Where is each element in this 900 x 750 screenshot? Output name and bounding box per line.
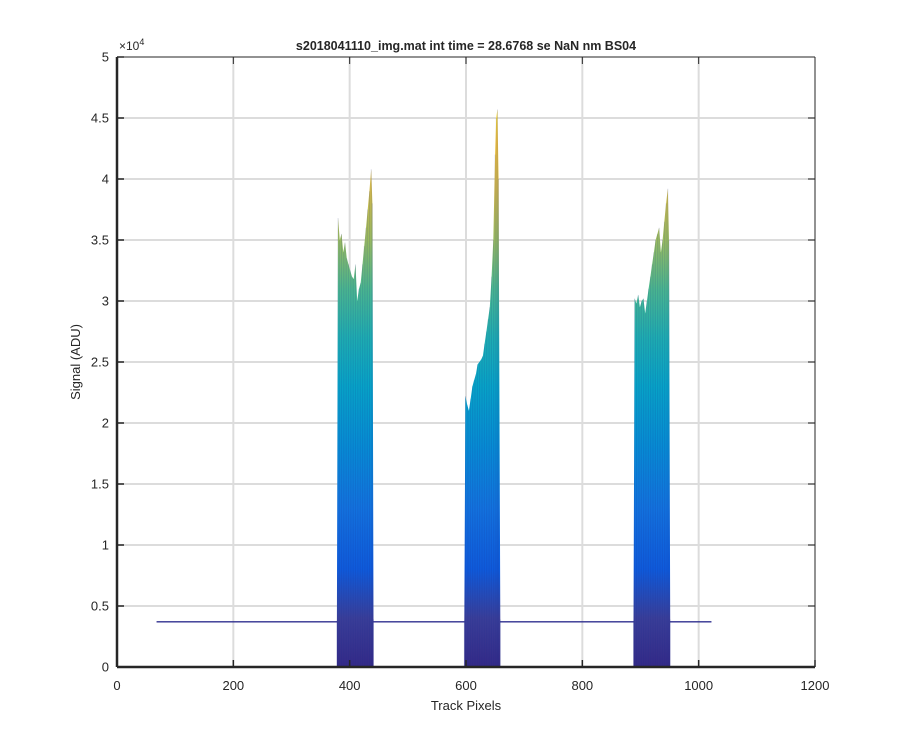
y-axis-label: Signal (ADU) bbox=[68, 324, 83, 400]
x-tick-label: 1000 bbox=[684, 678, 713, 693]
x-axis-label: Track Pixels bbox=[431, 698, 502, 713]
x-tick-label: 200 bbox=[222, 678, 244, 693]
y-tick-label: 4.5 bbox=[91, 111, 109, 126]
y-tick-label: 0 bbox=[102, 660, 109, 675]
y-tick-label: 2.5 bbox=[91, 355, 109, 370]
series-peak-2 bbox=[464, 109, 501, 667]
x-tick-label: 1200 bbox=[801, 678, 830, 693]
x-tick-label: 600 bbox=[455, 678, 477, 693]
x-tick-label: 0 bbox=[113, 678, 120, 693]
y-tick-label: 0.5 bbox=[91, 599, 109, 614]
chart-title: s2018041110_img.mat int time = 28.6768 s… bbox=[296, 39, 636, 53]
y-tick-label: 4 bbox=[102, 172, 109, 187]
x-tick-label: 400 bbox=[339, 678, 361, 693]
y-exponent-label: ×104 bbox=[119, 37, 144, 53]
y-tick-label: 1.5 bbox=[91, 477, 109, 492]
y-tick-label: 3 bbox=[102, 294, 109, 309]
y-tick-label: 3.5 bbox=[91, 233, 109, 248]
tick-labels: 0 200 400 600 800 1000 1200 0 0.5 1 1.5 2 2.5 3 3.5 4 4.… bbox=[91, 50, 830, 694]
x-tick-label: 800 bbox=[571, 678, 593, 693]
series-peak-3 bbox=[633, 188, 671, 668]
data-layer bbox=[156, 109, 712, 668]
series-peak-1 bbox=[336, 169, 374, 667]
y-tick-label: 5 bbox=[102, 50, 109, 65]
grid bbox=[117, 57, 815, 667]
ticks bbox=[116, 56, 816, 668]
y-tick-label: 1 bbox=[102, 538, 109, 553]
y-tick-label: 2 bbox=[102, 416, 109, 431]
